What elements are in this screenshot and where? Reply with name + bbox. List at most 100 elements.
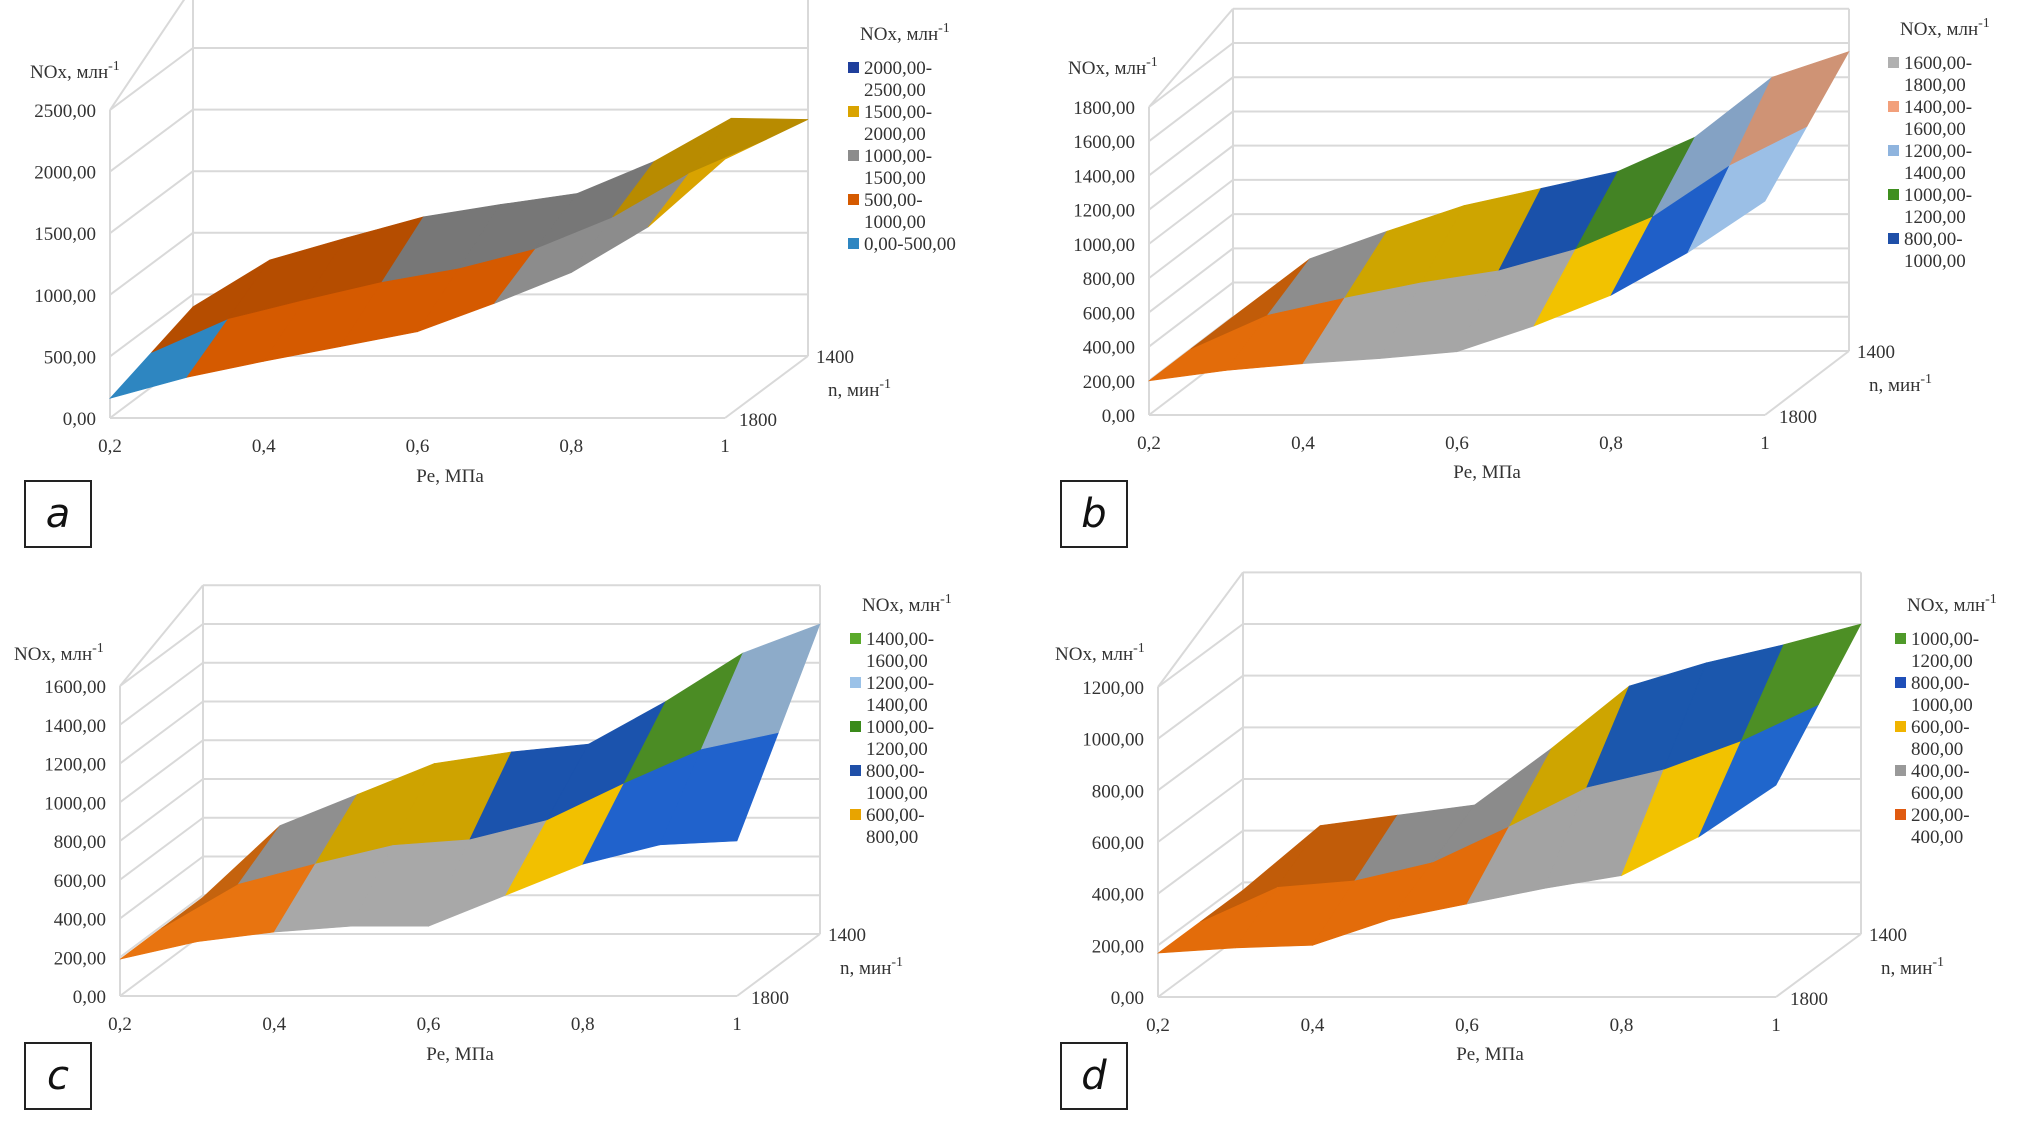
legend-label: 500,00- [864,190,923,211]
y-tick-label: 1200,00 [1082,678,1144,699]
y-tick-label: 1000,00 [1073,235,1135,256]
gridline-side [109,293,194,358]
gridline-side [109,231,194,296]
panel-label-c-text: c [47,1053,69,1099]
legend-label: 1000,00 [1911,695,1973,716]
y-tick-label: 800,00 [1083,269,1135,290]
chart-panel-d: 0,00200,00400,00600,00800,001000,001200,… [1055,571,1997,1065]
x-tick-label: 0,8 [1610,1015,1634,1036]
y-tick-label: 0,00 [63,409,96,430]
x-tick-label: 0,4 [1291,433,1315,454]
y-tick-label: 500,00 [44,347,96,368]
x-tick-label: 0,8 [559,436,583,457]
x-tick-label: 0,4 [1301,1015,1325,1036]
surface-facet [700,623,821,750]
legend-swatch [850,633,861,644]
legend-label: 1000,00 [1904,251,1966,272]
legend-swatch [1888,57,1899,68]
y-tick-label: 200,00 [1092,936,1144,957]
legend-label: 1000,00 [864,212,926,233]
legend-label: 1200,00 [1904,207,1966,228]
gridline-side [1148,247,1234,314]
x-tick-label: 1 [1760,433,1770,454]
legend-label: 2000,00- [864,58,932,79]
y-tick-label: 200,00 [1083,372,1135,393]
legend-title: NOx, млн-1 [1907,592,1997,616]
panel-label-c: c [24,1042,92,1110]
frame-top-side [1157,571,1244,688]
legend-label: 1400,00 [1904,163,1966,184]
y-tick-label: 800,00 [54,832,106,853]
legend: NOx, млн-11000,00-1200,00800,00-1000,006… [1895,592,1997,848]
gridline-side [1148,213,1234,279]
gridline-side [1148,179,1234,245]
legend: NOx, млн-1 2000,00-2500,001500,00-2000,00… [848,21,956,255]
y-tick-label: 600,00 [1083,303,1135,324]
y-tick-label: 0,00 [73,987,106,1008]
legend-label: 800,00 [866,827,918,848]
depth-axis-line [736,933,821,997]
gridline-side [119,778,204,842]
y-tick-label: 2000,00 [34,163,96,184]
legend-label: 1000,00- [864,146,932,167]
gridline-side [1148,42,1234,108]
z-axis-title: n, мин-1 [1869,372,1932,396]
y-axis-title: NOx, млн-1 [1068,55,1158,79]
x-tick-label: 1 [1771,1015,1781,1036]
legend-label: 2500,00 [864,80,926,101]
legend-label: 1800,00 [1904,75,1966,96]
legend-label: 800,00- [1904,229,1963,250]
depth-axis-line [724,355,809,419]
y-axis-title: NOx, млн-1 [14,641,104,665]
y-tick-label: 1000,00 [1082,730,1144,751]
legend: NOx, млн-1 1400,00-1600,001200,00-1400,00… [850,592,952,848]
y-tick-label: 200,00 [54,948,106,969]
z-tick-label: 1800 [751,988,789,1009]
z-tick-label: 1400 [1857,342,1895,363]
y-tick-label: 1200,00 [44,755,106,776]
x-tick-label: 0,6 [1445,433,1469,454]
legend-label: 800,00- [866,761,925,782]
z-tick-label: 1400 [816,347,854,368]
depth-axis-line [1764,350,1850,416]
depth-axis-line [1775,933,1862,998]
panel-label-a-text: a [45,491,71,537]
y-axis-title: NOx, млн-1 [30,59,120,83]
legend-swatch [1888,145,1899,156]
surface-facet [688,117,809,174]
y-tick-label: 1200,00 [1073,201,1135,222]
panel-label-d-text: d [1081,1053,1107,1099]
y-tick-label: 1500,00 [34,224,96,245]
frame-top-side [1148,8,1234,108]
x-tick-label: 0,8 [1599,433,1623,454]
legend-swatch [1895,633,1906,644]
legend-label: 1400,00- [866,629,934,650]
legend-label: 1200,00- [866,673,934,694]
z-axis-title: n, мин-1 [840,955,903,979]
legend-swatch [850,677,861,688]
x-tick-label: 1 [732,1014,742,1035]
gridline-side [119,816,204,881]
legend-label: 800,00- [1911,673,1970,694]
legend-swatch [848,238,859,249]
legend-label: 200,00- [1911,805,1970,826]
gridline-side [1157,829,1244,895]
y-axis-title: NOx, млн-1 [1055,641,1145,665]
gridline-side [119,700,204,765]
x-tick-label: 0,2 [98,436,122,457]
gridline-side [1148,281,1234,348]
panel-label-d: d [1060,1042,1128,1110]
legend-title: NOx, млн-1 [862,592,952,616]
x-tick-label: 0,2 [1146,1015,1170,1036]
gridline-side [1157,778,1244,843]
legend-label: 1400,00- [1904,97,1972,118]
gridline-side [1157,881,1244,947]
legend-title: NOx, млн-1 [860,21,950,45]
legend-label: 2000,00 [864,124,926,145]
legend-swatch [1895,809,1906,820]
y-tick-label: 1400,00 [44,716,106,737]
legend-label: 0,00-500,00 [864,234,956,255]
x-tick-label: 0,2 [108,1014,132,1035]
x-tick-label: 0,8 [571,1014,595,1035]
z-tick-label: 1400 [1869,925,1907,946]
